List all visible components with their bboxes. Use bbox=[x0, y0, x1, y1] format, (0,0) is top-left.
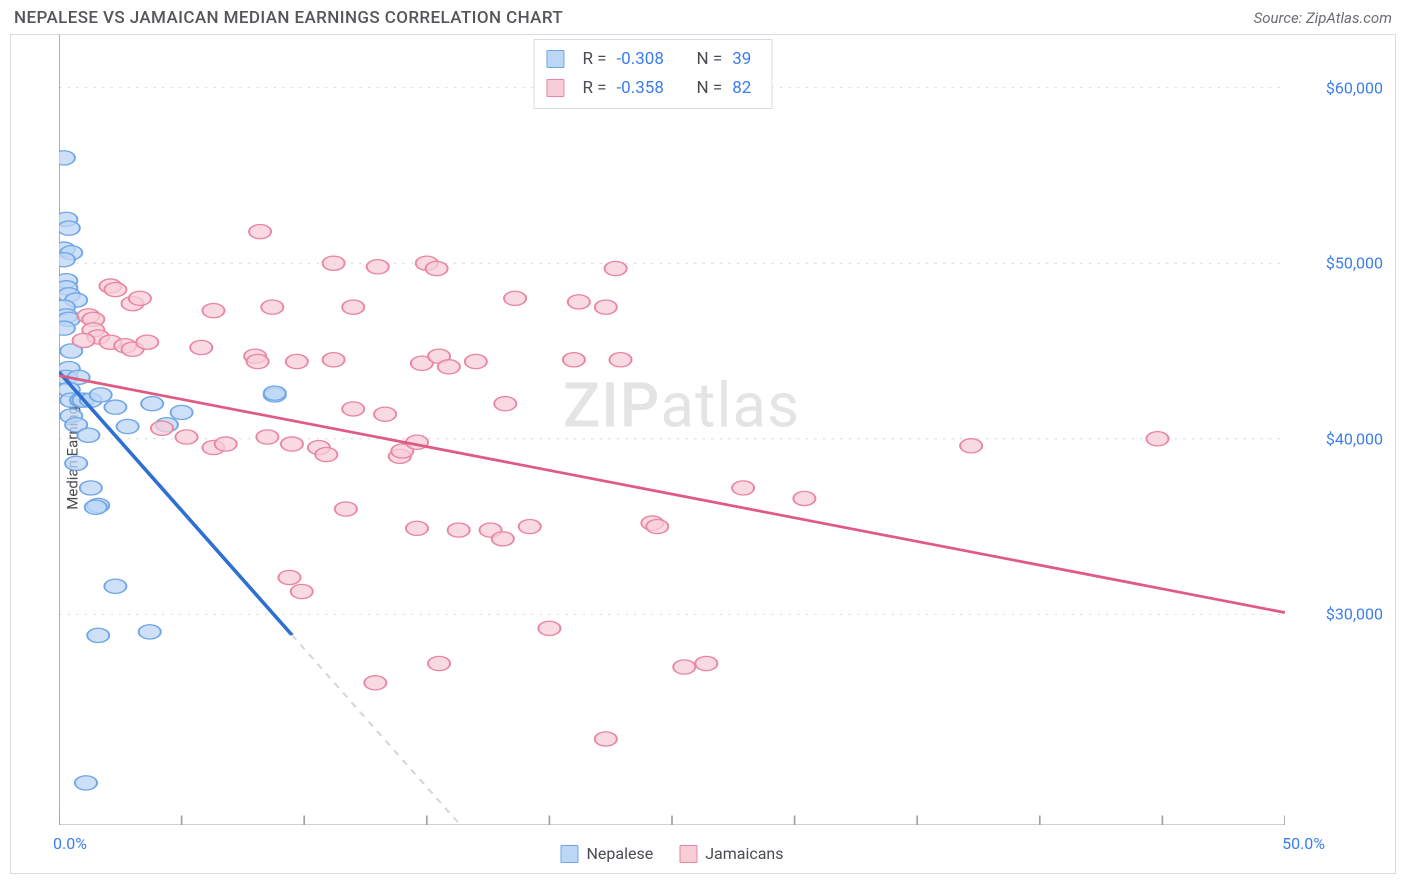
legend-label: Nepalese bbox=[586, 844, 653, 863]
y-tick-label: $40,000 bbox=[1326, 429, 1383, 448]
legend-swatch bbox=[679, 845, 697, 863]
stat-legend-row: R = -0.358 N = 82 bbox=[546, 74, 751, 103]
chart-frame: Median Earnings ZIPatlas R = -0.308 N = … bbox=[10, 34, 1396, 874]
legend-swatch bbox=[546, 50, 564, 68]
chart-source: Source: ZipAtlas.com bbox=[1254, 9, 1392, 27]
chart-title: NEPALESE VS JAMAICAN MEDIAN EARNINGS COR… bbox=[14, 8, 563, 28]
y-tick-label: $60,000 bbox=[1326, 78, 1383, 97]
stat-legend-row: R = -0.308 N = 39 bbox=[546, 45, 751, 74]
x-max-label: 50.0% bbox=[1282, 834, 1325, 853]
legend-item: Jamaicans bbox=[679, 844, 783, 863]
series-legend: Nepalese Jamaicans bbox=[560, 844, 783, 863]
x-axis-row: 0.0% 50.0% NepaleseJamaicans bbox=[59, 825, 1285, 873]
legend-swatch bbox=[546, 79, 564, 97]
chart-header: NEPALESE VS JAMAICAN MEDIAN EARNINGS COR… bbox=[0, 0, 1406, 34]
stat-legend: R = -0.308 N = 39R = -0.358 N = 82 bbox=[533, 39, 772, 109]
legend-item: Nepalese bbox=[560, 844, 653, 863]
y-tick-label: $30,000 bbox=[1326, 605, 1383, 624]
x-min-label: 0.0% bbox=[53, 834, 87, 853]
legend-label: Jamaicans bbox=[705, 844, 783, 863]
legend-swatch bbox=[560, 845, 578, 863]
plot-area: ZIPatlas R = -0.308 N = 39R = -0.358 N =… bbox=[59, 35, 1285, 825]
y-tick-label: $50,000 bbox=[1326, 254, 1383, 273]
scatter-svg bbox=[59, 35, 1285, 825]
